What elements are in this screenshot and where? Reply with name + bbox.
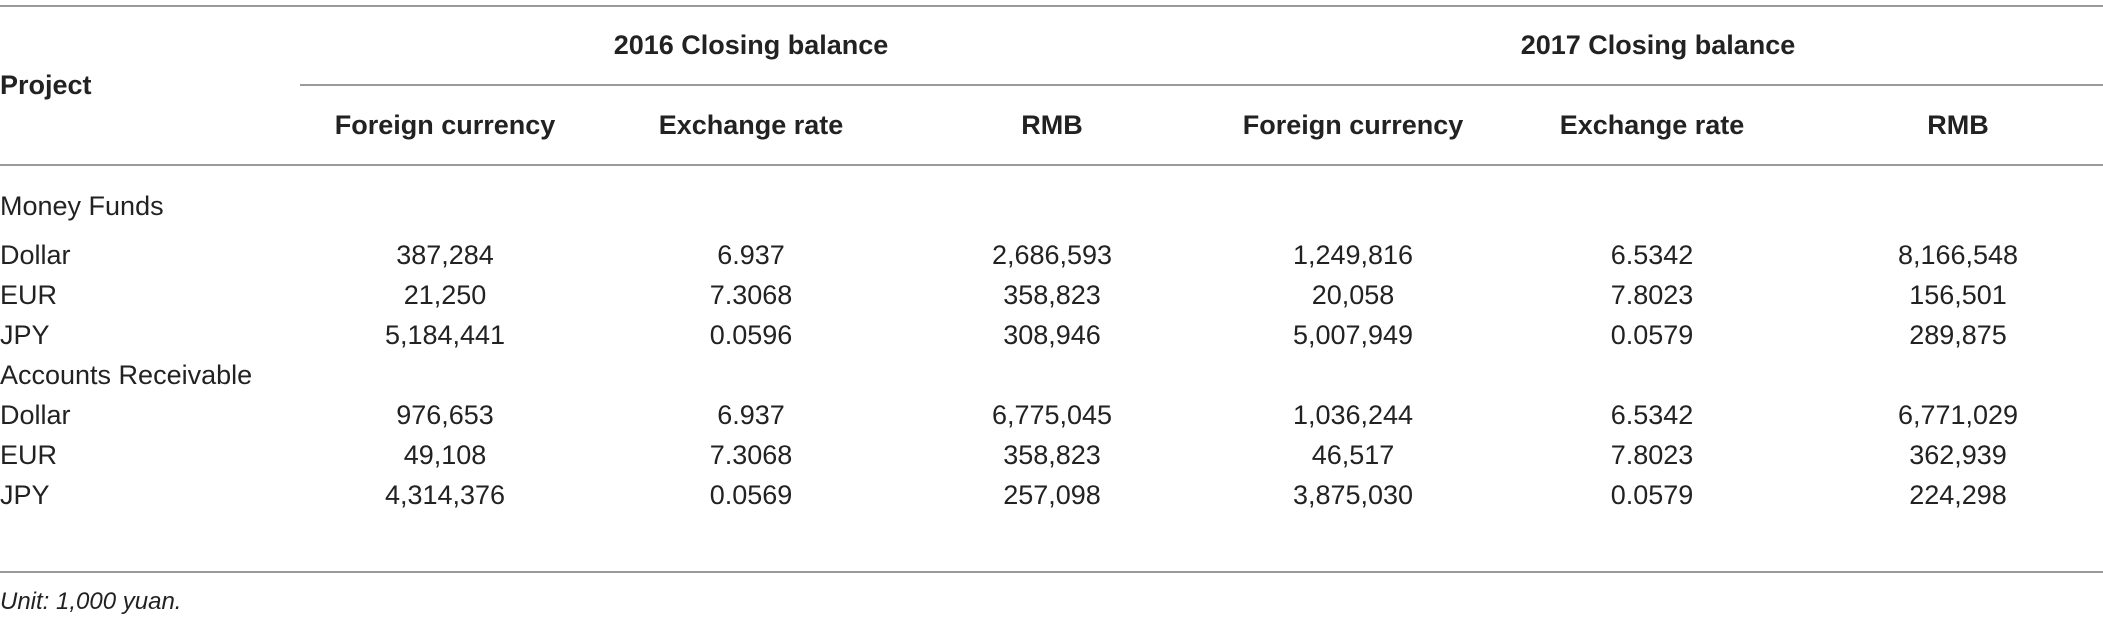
- table-cell: 7.3068: [709, 280, 793, 310]
- table-cell: 3,875,030: [1292, 480, 1414, 510]
- table-cell: 0.0596: [709, 320, 793, 350]
- table-cell: 1,249,816: [1292, 240, 1414, 270]
- table-cell: 156,501: [1909, 280, 2007, 310]
- table-cell: 308,946: [1003, 320, 1101, 350]
- row-label: JPY: [0, 480, 50, 510]
- table-cell: 976,653: [396, 400, 494, 430]
- group-header-rule: [300, 84, 2103, 86]
- table-cell: 358,823: [1003, 440, 1101, 470]
- section-title: Money Funds: [0, 191, 164, 221]
- table-cell: 6,775,045: [991, 400, 1113, 430]
- row-label: Dollar: [0, 400, 71, 430]
- project-header: Project: [0, 70, 92, 100]
- table-cell: 257,098: [1003, 480, 1101, 510]
- subheader-rmb-2016: RMB: [1021, 110, 1083, 140]
- table-cell: 6.937: [717, 400, 785, 430]
- table-cell: 289,875: [1909, 320, 2007, 350]
- table-cell: 1,036,244: [1292, 400, 1414, 430]
- table-cell: 224,298: [1909, 480, 2007, 510]
- subheader-rmb-2017: RMB: [1927, 110, 1989, 140]
- group-header-2016: 2016 Closing balance: [613, 30, 889, 60]
- table-cell: 20,058: [1311, 280, 1395, 310]
- table-cell: 7.8023: [1610, 440, 1694, 470]
- group-header-2017: 2017 Closing balance: [1520, 30, 1796, 60]
- subheader-exchange-rate-2017: Exchange rate: [1559, 110, 1745, 140]
- row-label: EUR: [0, 440, 58, 470]
- table-cell: 0.0579: [1610, 480, 1694, 510]
- table-footnote: Unit: 1,000 yuan.: [0, 588, 182, 615]
- row-label: EUR: [0, 280, 58, 310]
- table-cell: 6.5342: [1610, 400, 1694, 430]
- header-bottom-rule: [0, 164, 2103, 166]
- table-cell: 8,166,548: [1897, 240, 2019, 270]
- table-cell: 6.937: [717, 240, 785, 270]
- subheader-foreign-currency-2016: Foreign currency: [334, 110, 556, 140]
- table-cell: 5,007,949: [1292, 320, 1414, 350]
- subheader-foreign-currency-2017: Foreign currency: [1242, 110, 1464, 140]
- row-label: Dollar: [0, 240, 71, 270]
- table-cell: 0.0579: [1610, 320, 1694, 350]
- table-top-rule: [0, 5, 2103, 7]
- table-cell: 6.5342: [1610, 240, 1694, 270]
- table-bottom-rule: [0, 571, 2103, 573]
- table-cell: 4,314,376: [384, 480, 506, 510]
- table-cell: 21,250: [403, 280, 487, 310]
- table-cell: 6,771,029: [1897, 400, 2019, 430]
- table-cell: 49,108: [403, 440, 487, 470]
- table-cell: 7.8023: [1610, 280, 1694, 310]
- table-cell: 362,939: [1909, 440, 2007, 470]
- table-cell: 46,517: [1311, 440, 1395, 470]
- table-cell: 387,284: [396, 240, 494, 270]
- table-cell: 2,686,593: [991, 240, 1113, 270]
- table-cell: 358,823: [1003, 280, 1101, 310]
- table-cell: 0.0569: [709, 480, 793, 510]
- subheader-exchange-rate-2016: Exchange rate: [658, 110, 844, 140]
- row-label: JPY: [0, 320, 50, 350]
- table-cell: 5,184,441: [384, 320, 506, 350]
- section-title: Accounts Receivable: [0, 360, 253, 390]
- table-cell: 7.3068: [709, 440, 793, 470]
